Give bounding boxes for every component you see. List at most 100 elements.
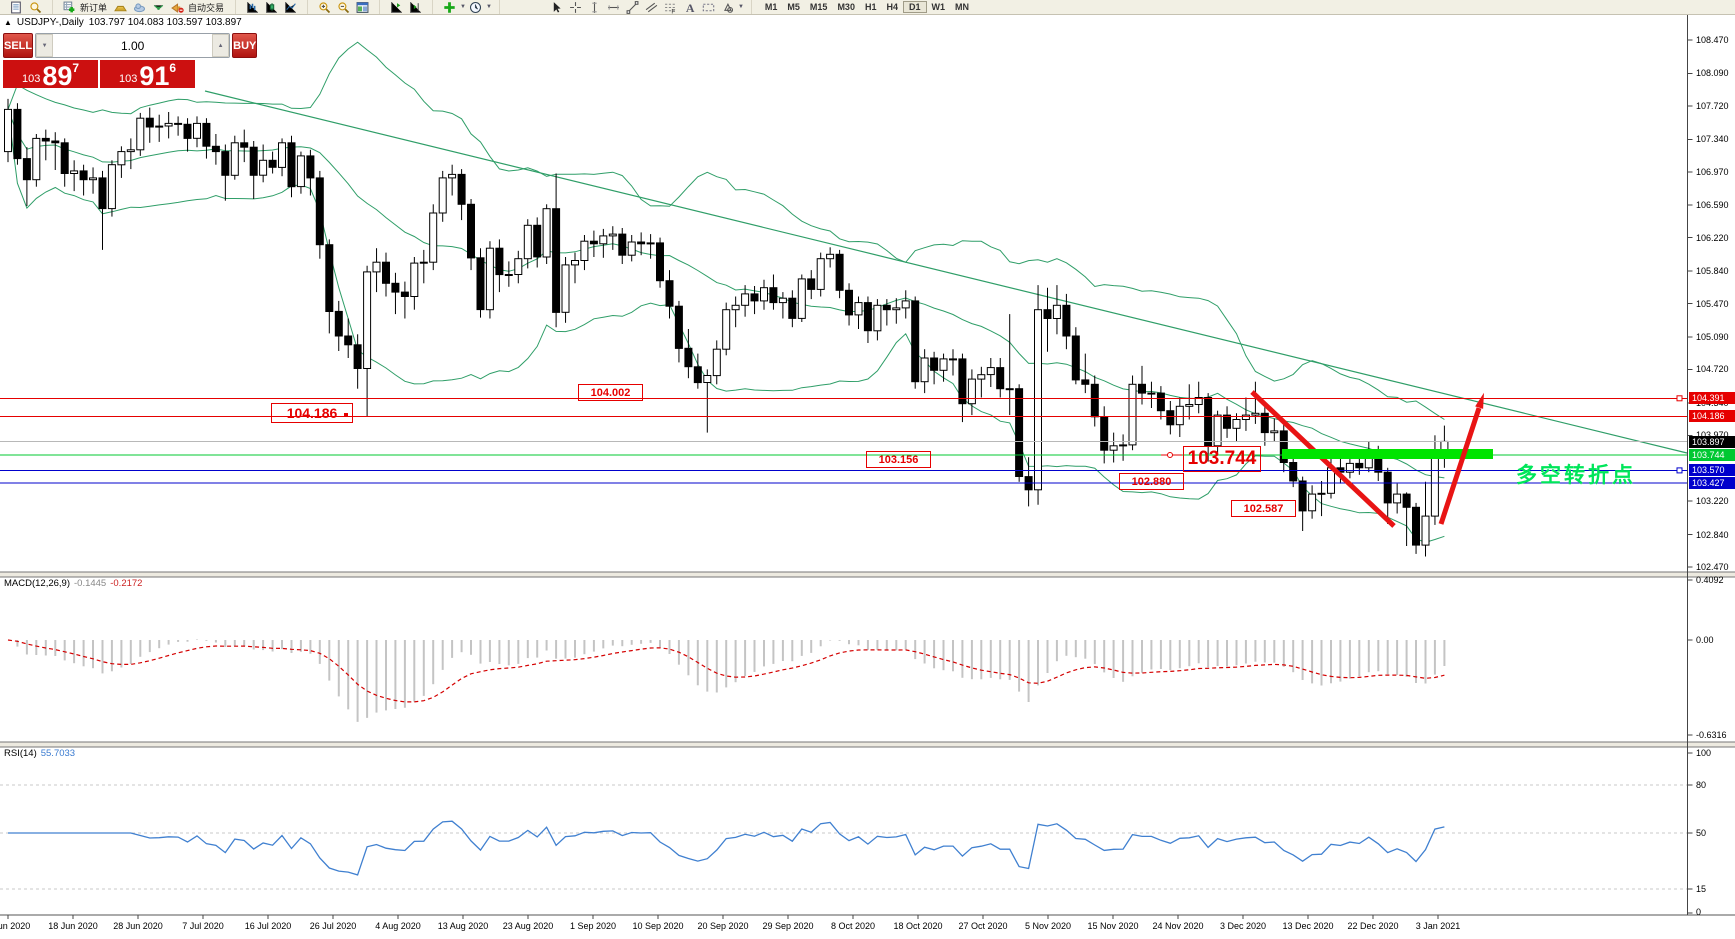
crosshair-icon[interactable]: [568, 1, 583, 14]
line-handle[interactable]: [1676, 395, 1683, 402]
timeframe-M30[interactable]: M30: [837, 2, 855, 12]
vertical-line-icon[interactable]: [587, 1, 602, 14]
timeframe-switcher: M1 M5 M15 M30 H1 H4 D1 W1 MN: [760, 1, 974, 13]
timeframe-M5[interactable]: M5: [787, 2, 800, 12]
auto-trading-icon-label[interactable]: 自动交易: [188, 2, 225, 13]
search-icon[interactable]: [28, 1, 43, 14]
rsi-tick-label: 0: [1696, 907, 1702, 917]
toolbar-group: [308, 0, 381, 14]
date-tick-label: 3 Dec 2020: [1219, 921, 1267, 931]
dropdown-caret-icon[interactable]: ▼: [737, 4, 744, 10]
text-icon[interactable]: A: [682, 1, 697, 14]
bullish-arrow[interactable]: [1438, 392, 1484, 525]
line-handle[interactable]: [1676, 467, 1683, 474]
volume-input[interactable]: [53, 34, 213, 57]
candlestick-mode-icon[interactable]: [264, 1, 279, 14]
timeframe-H1[interactable]: H1: [864, 2, 877, 12]
dropdown-caret-icon[interactable]: ▼: [460, 4, 466, 10]
symbol-ohlc-line: ▲ USDJPY-,Daily 103.797 104.083 103.597 …: [4, 17, 242, 28]
macd-indicator-label: MACD(12,26,9) -0.1445 -0.2172: [4, 578, 142, 589]
signals-icon[interactable]: [151, 1, 166, 14]
buy-price-figure: 103: [118, 73, 138, 85]
price-callout-103.156[interactable]: 103.156: [866, 451, 931, 468]
price-callout-104.002[interactable]: 104.002: [578, 384, 643, 401]
date-tick-label: 5 Nov 2020: [1024, 921, 1072, 931]
timeframe-D1[interactable]: D1: [902, 1, 927, 13]
chart-shift-icon[interactable]: [389, 1, 404, 14]
price-badge-103.897: 103.897: [1689, 435, 1735, 448]
rsi-value: 55.7033: [40, 748, 76, 759]
sell-button[interactable]: SELL: [3, 33, 34, 58]
line-chart-mode-icon[interactable]: [283, 1, 298, 14]
candlesticks: [4, 98, 1449, 557]
trendline-icon[interactable]: [625, 0, 640, 14]
dropdown-caret-icon[interactable]: ▼: [485, 4, 492, 10]
deposit-icon[interactable]: [113, 1, 128, 14]
toolbar-group: [236, 0, 309, 14]
date-tick-label: 20 Sep 2020: [697, 921, 749, 931]
collapse-panel-icon[interactable]: ▲: [4, 18, 12, 27]
charts-icon[interactable]: [9, 1, 24, 14]
price-tick-label: 105.090: [1696, 331, 1729, 342]
zoom-in-icon[interactable]: [317, 1, 332, 14]
horizontal-line-icon[interactable]: [606, 1, 621, 14]
toolbar-group: [380, 0, 434, 14]
sell-price-figure: 103: [21, 73, 41, 85]
price-tick-label: 102.840: [1696, 529, 1729, 540]
volume-decrease-button[interactable]: ▼: [36, 34, 54, 57]
date-tick-label: 18 Jun 2020: [48, 921, 98, 931]
zoom-out-icon[interactable]: [336, 1, 351, 14]
price-callout-103.744[interactable]: 103.744: [1183, 446, 1261, 472]
date-tick-label: 24 Nov 2020: [1152, 921, 1204, 931]
price-tick-label: 105.470: [1696, 298, 1729, 309]
macd-name: MACD(12,26,9): [4, 578, 70, 589]
add-indicator-icon[interactable]: [442, 1, 457, 14]
auto-scroll-icon[interactable]: [408, 1, 423, 14]
buy-button[interactable]: BUY: [232, 33, 258, 58]
price-badge-103.744: 103.744: [1689, 449, 1735, 462]
date-tick-label: 13 Aug 2020: [437, 921, 489, 931]
price-tick-label: 106.590: [1696, 200, 1729, 211]
rsi-tick-label: 15: [1696, 884, 1707, 894]
bull-bear-pivot-annotation[interactable]: 多空转折点: [1516, 464, 1636, 487]
volume-increase-button[interactable]: ▲: [212, 34, 230, 57]
price-callout-102.587[interactable]: 102.587: [1231, 500, 1296, 517]
price-callout-102.880[interactable]: 102.880: [1119, 473, 1184, 490]
fibonacci-icon[interactable]: F: [663, 1, 678, 14]
period-icon[interactable]: [468, 1, 483, 14]
timeframe-H4[interactable]: H4: [886, 2, 898, 12]
tile-windows-icon[interactable]: [355, 1, 370, 14]
timeframe-M15[interactable]: M15: [809, 2, 828, 12]
price-tick-label: 106.220: [1696, 232, 1729, 243]
date-tick-label: 27 Oct 2020: [958, 921, 1008, 931]
cloud-sync-icon[interactable]: [132, 1, 147, 14]
timeframe-W1[interactable]: W1: [931, 2, 946, 12]
new-order-icon[interactable]: [62, 1, 77, 14]
macd-signal-value: -0.2172: [110, 578, 143, 589]
timeframe-M1[interactable]: M1: [764, 2, 778, 12]
cursor-icon[interactable]: [549, 1, 564, 14]
auto-trading-icon[interactable]: [170, 1, 185, 14]
label-icon[interactable]: [701, 1, 716, 14]
date-tick-label: 16 Jul 2020: [244, 921, 292, 931]
date-tick-label: 22 Dec 2020: [1347, 921, 1399, 931]
buy-price[interactable]: 103 91 6: [100, 60, 195, 89]
descending-trendline[interactable]: [204, 90, 1688, 454]
timeframe-MN[interactable]: MN: [955, 2, 969, 12]
sell-price-pip: 7: [72, 61, 80, 75]
price-tick-label: 108.090: [1696, 68, 1729, 79]
new-order-icon-label[interactable]: 新订单: [80, 2, 108, 13]
price-tick-label: 106.970: [1696, 166, 1729, 177]
bar-chart-mode-icon[interactable]: [245, 1, 260, 14]
sell-price[interactable]: 103 89 7: [3, 60, 98, 89]
price-tick-label: 107.720: [1696, 100, 1729, 111]
price-callout-104.186[interactable]: 104.186: [271, 403, 353, 423]
price-badge-103.570: 103.570: [1689, 464, 1735, 477]
support-highlight-bar[interactable]: [1282, 449, 1493, 459]
price-tick-label: 107.340: [1696, 134, 1729, 145]
date-tick-label: 23 Aug 2020: [502, 921, 554, 931]
equidistant-channel-icon[interactable]: [644, 1, 659, 14]
shapes-icon[interactable]: [720, 1, 735, 14]
